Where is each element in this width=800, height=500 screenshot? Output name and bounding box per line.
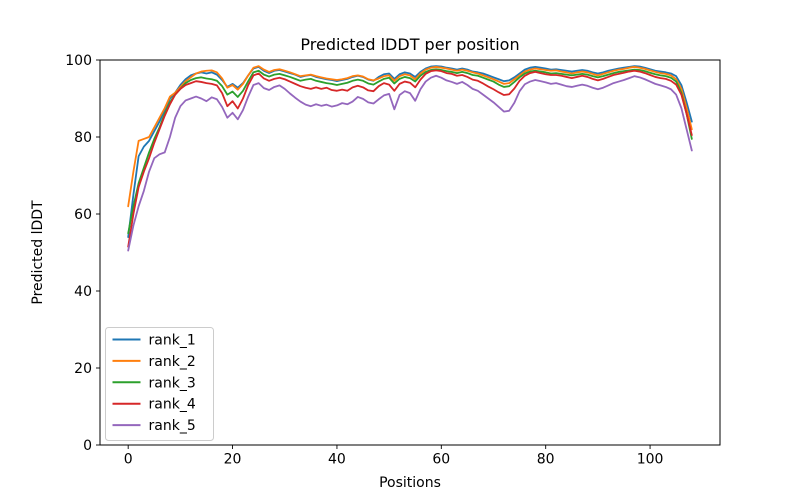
- y-axis-label: Predicted lDDT: [30, 200, 46, 305]
- y-tick-label: 100: [65, 53, 92, 69]
- axes-frame: [99, 59, 721, 446]
- legend-item-rank_2: rank_2: [112, 354, 196, 370]
- y-tick-label: 0: [83, 438, 92, 454]
- x-axis-label: Positions: [379, 475, 441, 491]
- x-tick-label: 0: [124, 452, 133, 468]
- chart-title: Predicted lDDT per position: [300, 35, 519, 54]
- legend-item-rank_1: rank_1: [112, 333, 196, 349]
- x-tick-label: 100: [637, 452, 664, 468]
- legend-item-rank_4: rank_4: [112, 397, 196, 413]
- x-axis-ticks: 0 20 40 60 80 100: [124, 445, 664, 468]
- legend-frame: [105, 327, 214, 441]
- x-tick-label: 60: [432, 452, 450, 468]
- legend-item-rank_3: rank_3: [112, 375, 196, 391]
- series-lines: [127, 65, 693, 252]
- y-tick-label: 40: [74, 284, 92, 300]
- x-tick-label: 40: [328, 452, 346, 468]
- line-rank_4: [127, 69, 693, 248]
- legend-label: rank_1: [149, 333, 196, 349]
- y-tick-label: 20: [74, 361, 92, 377]
- x-tick-label: 20: [224, 452, 242, 468]
- legend-label: rank_4: [149, 397, 196, 413]
- y-tick-label: 80: [74, 130, 92, 146]
- legend-label: rank_2: [149, 354, 196, 370]
- y-axis-ticks: 0 20 40 60 80 100: [65, 53, 100, 454]
- line-rank_5: [127, 74, 693, 252]
- legend-item-rank_5: rank_5: [112, 418, 196, 434]
- line-rank_2: [127, 65, 693, 208]
- y-tick-label: 60: [74, 207, 92, 223]
- legend-label: rank_5: [149, 418, 196, 434]
- line-rank_3: [127, 68, 693, 235]
- legend-label: rank_3: [149, 375, 196, 391]
- line-rank_1: [127, 65, 693, 239]
- x-tick-label: 80: [537, 452, 555, 468]
- legend: rank_1 rank_2 rank_3 rank_4 rank_5: [105, 327, 214, 441]
